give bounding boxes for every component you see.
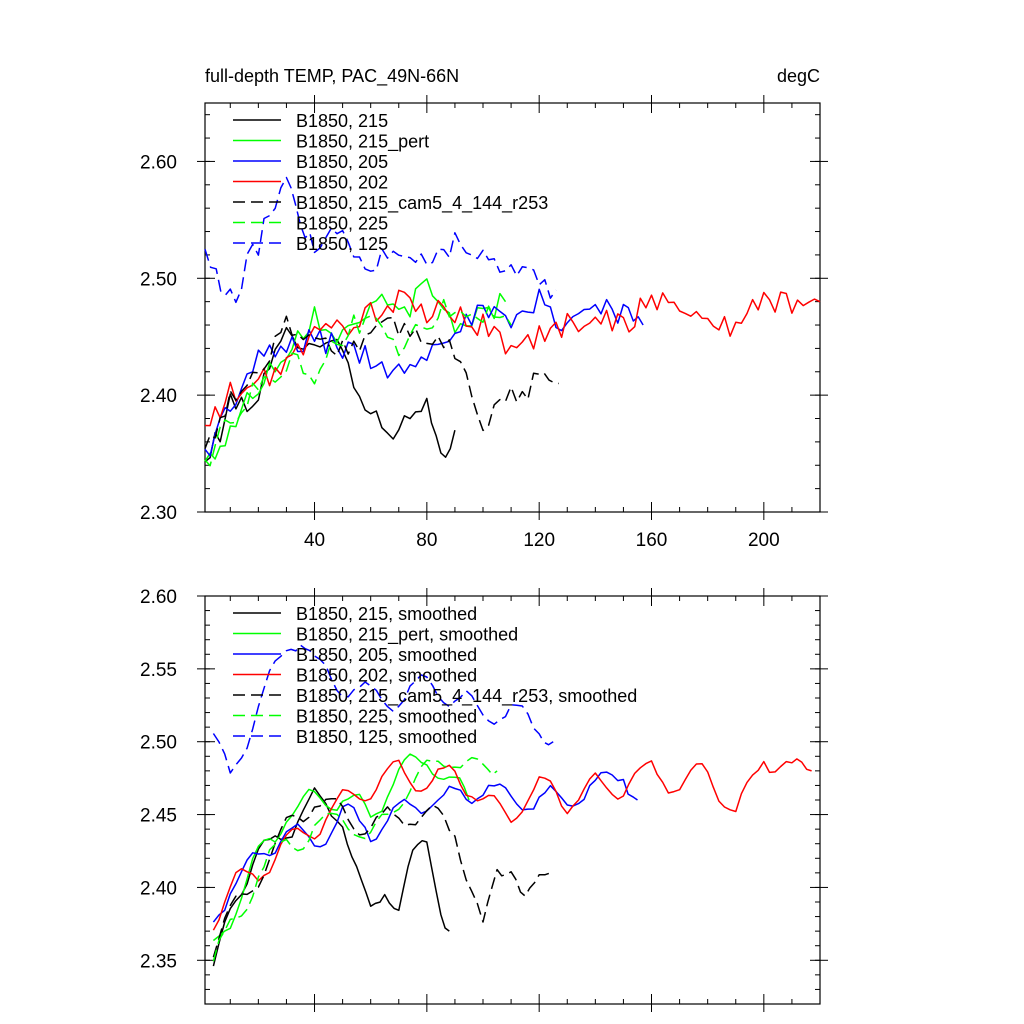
y-tick-label: 2.60 [140, 587, 177, 608]
y-tick-label: 2.60 [140, 152, 177, 173]
top-panel: full-depth TEMP, PAC_49N-66N degC 40 80 12… [140, 66, 828, 551]
tick-group: 40 80 120 160 200 2.30 2.40 2.50 2.60 [140, 95, 828, 551]
y-tick-label: 2.55 [140, 660, 177, 681]
y-tick-label: 2.50 [140, 733, 177, 754]
chart-title: full-depth TEMP, PAC_49N-66N [205, 66, 459, 87]
y-tick-label: 2.45 [140, 806, 177, 827]
series-line [204, 289, 821, 427]
x-tick-label: 80 [416, 530, 437, 551]
series-line [204, 326, 456, 463]
x-tick-label: 40 [304, 530, 325, 551]
legend-label: B1850, 125, smoothed [296, 727, 477, 747]
legend-label: B1850, 225 [296, 214, 388, 234]
series-line [212, 753, 470, 942]
legend-label: B1850, 202 [296, 173, 388, 193]
legend-label: B1850, 202, smoothed [296, 666, 477, 686]
y-tick-label: 2.50 [140, 269, 177, 290]
tick-group: 2.35 2.40 2.45 2.50 2.55 2.60 [140, 587, 828, 1012]
legend-label: B1850, 215, smoothed [296, 604, 477, 624]
series-group [204, 176, 821, 467]
legend-label: B1850, 225, smoothed [296, 707, 477, 727]
series-line [204, 176, 557, 304]
series-line [212, 771, 638, 923]
y-tick-label: 2.40 [140, 878, 177, 899]
legend-label: B1850, 205 [296, 152, 388, 172]
series-line [212, 787, 450, 967]
units-label: degC [777, 66, 820, 86]
legend-label: B1850, 125 [296, 234, 388, 254]
y-tick-label: 2.30 [140, 503, 177, 524]
legend-label: B1850, 215 [296, 111, 388, 131]
legend-label: B1850, 215_cam5_4_144_r253 [296, 193, 548, 214]
series-group [212, 644, 812, 967]
x-tick-label: 160 [636, 530, 668, 551]
x-tick-label: 200 [748, 530, 780, 551]
bottom-panel: 2.35 2.40 2.45 2.50 2.55 2.60 B1850, 215, smo… [140, 587, 828, 1012]
legend-label: B1850, 215_pert [296, 132, 429, 153]
plot-frame [204, 102, 821, 513]
x-tick-label: 120 [523, 530, 555, 551]
series-line [212, 758, 812, 931]
y-tick-label: 2.35 [140, 951, 177, 972]
legend-label: B1850, 215_pert, smoothed [296, 625, 518, 646]
series-line [204, 278, 507, 462]
y-tick-label: 2.40 [140, 386, 177, 407]
series-line [204, 298, 512, 467]
series-line [204, 288, 644, 457]
legend-label: B1850, 215_cam5_4_144_r253, smoothed [296, 686, 637, 707]
series-line [212, 756, 498, 962]
series-line [204, 315, 559, 449]
legend-label: B1850, 205, smoothed [296, 645, 477, 665]
series-line [212, 797, 551, 958]
